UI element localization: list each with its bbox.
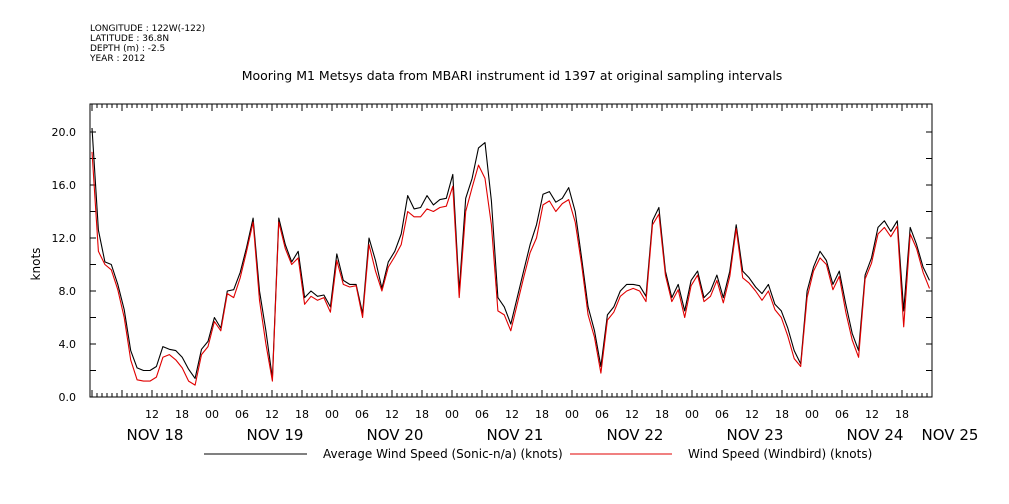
meta-year: YEAR : 2012: [89, 54, 145, 64]
x-hour-label: 06: [235, 408, 249, 421]
x-hour-label: 18: [175, 408, 189, 421]
x-hour-label: 18: [655, 408, 669, 421]
x-hour-label: 06: [475, 408, 489, 421]
x-day-label: NOV 20: [367, 426, 424, 444]
y-tick-label: 20.0: [52, 126, 77, 139]
y-tick-label: 8.0: [59, 285, 77, 298]
y-tick-labels: 0.0 4.0 8.0 12.0 16.0 20.0: [52, 126, 77, 404]
x-hour-label: 18: [295, 408, 309, 421]
y-tick-label: 4.0: [59, 338, 77, 351]
meta-latitude: LATITUDE : 36.8N: [90, 34, 169, 44]
x-hour-label: 00: [445, 408, 459, 421]
x-hour-label: 06: [595, 408, 609, 421]
meta-depth: DEPTH (m) : -2.5: [90, 44, 165, 54]
legend: Average Wind Speed (Sonic-n/a) (knots) W…: [204, 447, 872, 461]
y-tick-label: 16.0: [52, 179, 77, 192]
x-hour-label: 12: [385, 408, 399, 421]
meta-longitude: LONGITUDE : 122W(-122): [90, 24, 205, 34]
x-hour-label: 12: [145, 408, 159, 421]
x-hour-label: 00: [685, 408, 699, 421]
x-hour-label: 18: [895, 408, 909, 421]
x-hour-label: 18: [775, 408, 789, 421]
x-hour-label: 00: [805, 408, 819, 421]
x-day-label: NOV 25: [922, 426, 979, 444]
chart-title: Mooring M1 Metsys data from MBARI instru…: [242, 68, 783, 83]
x-hour-label: 06: [835, 408, 849, 421]
plot-frame: [89, 103, 933, 398]
x-day-label: NOV 24: [847, 426, 904, 444]
axis-ticks: [90, 104, 933, 398]
x-tick-labels: 12 18 00 06 12 18 00 06 12 18 00 06 12 18 00 06 12 18 00 06…: [127, 408, 979, 444]
x-hour-label: 12: [625, 408, 639, 421]
series-line-avg-wind: [91, 127, 930, 379]
legend-windbird-label: Wind Speed (Windbird) (knots): [688, 447, 872, 461]
x-hour-label: 18: [535, 408, 549, 421]
x-hour-label: 06: [715, 408, 729, 421]
x-hour-label: 12: [505, 408, 519, 421]
x-hour-label: 00: [325, 408, 339, 421]
x-hour-label: 12: [865, 408, 879, 421]
legend-avg-label: Average Wind Speed (Sonic-n/a) (knots): [323, 447, 563, 461]
x-hour-label: 00: [565, 408, 579, 421]
x-hour-label: 12: [745, 408, 759, 421]
x-day-label: NOV 19: [247, 426, 304, 444]
y-tick-label: 0.0: [59, 391, 77, 404]
series-line-windbird: [91, 151, 931, 386]
x-hour-label: 06: [355, 408, 369, 421]
x-day-label: NOV 22: [607, 426, 664, 444]
x-day-label: NOV 18: [127, 426, 184, 444]
y-tick-label: 12.0: [52, 232, 77, 245]
x-hour-label: 12: [265, 408, 279, 421]
x-day-label: NOV 21: [487, 426, 544, 444]
x-hour-label: 18: [415, 408, 429, 421]
y-axis-label: knots: [29, 248, 43, 281]
x-hour-label: 00: [205, 408, 219, 421]
series-lines: [91, 127, 931, 386]
x-day-label: NOV 23: [727, 426, 784, 444]
